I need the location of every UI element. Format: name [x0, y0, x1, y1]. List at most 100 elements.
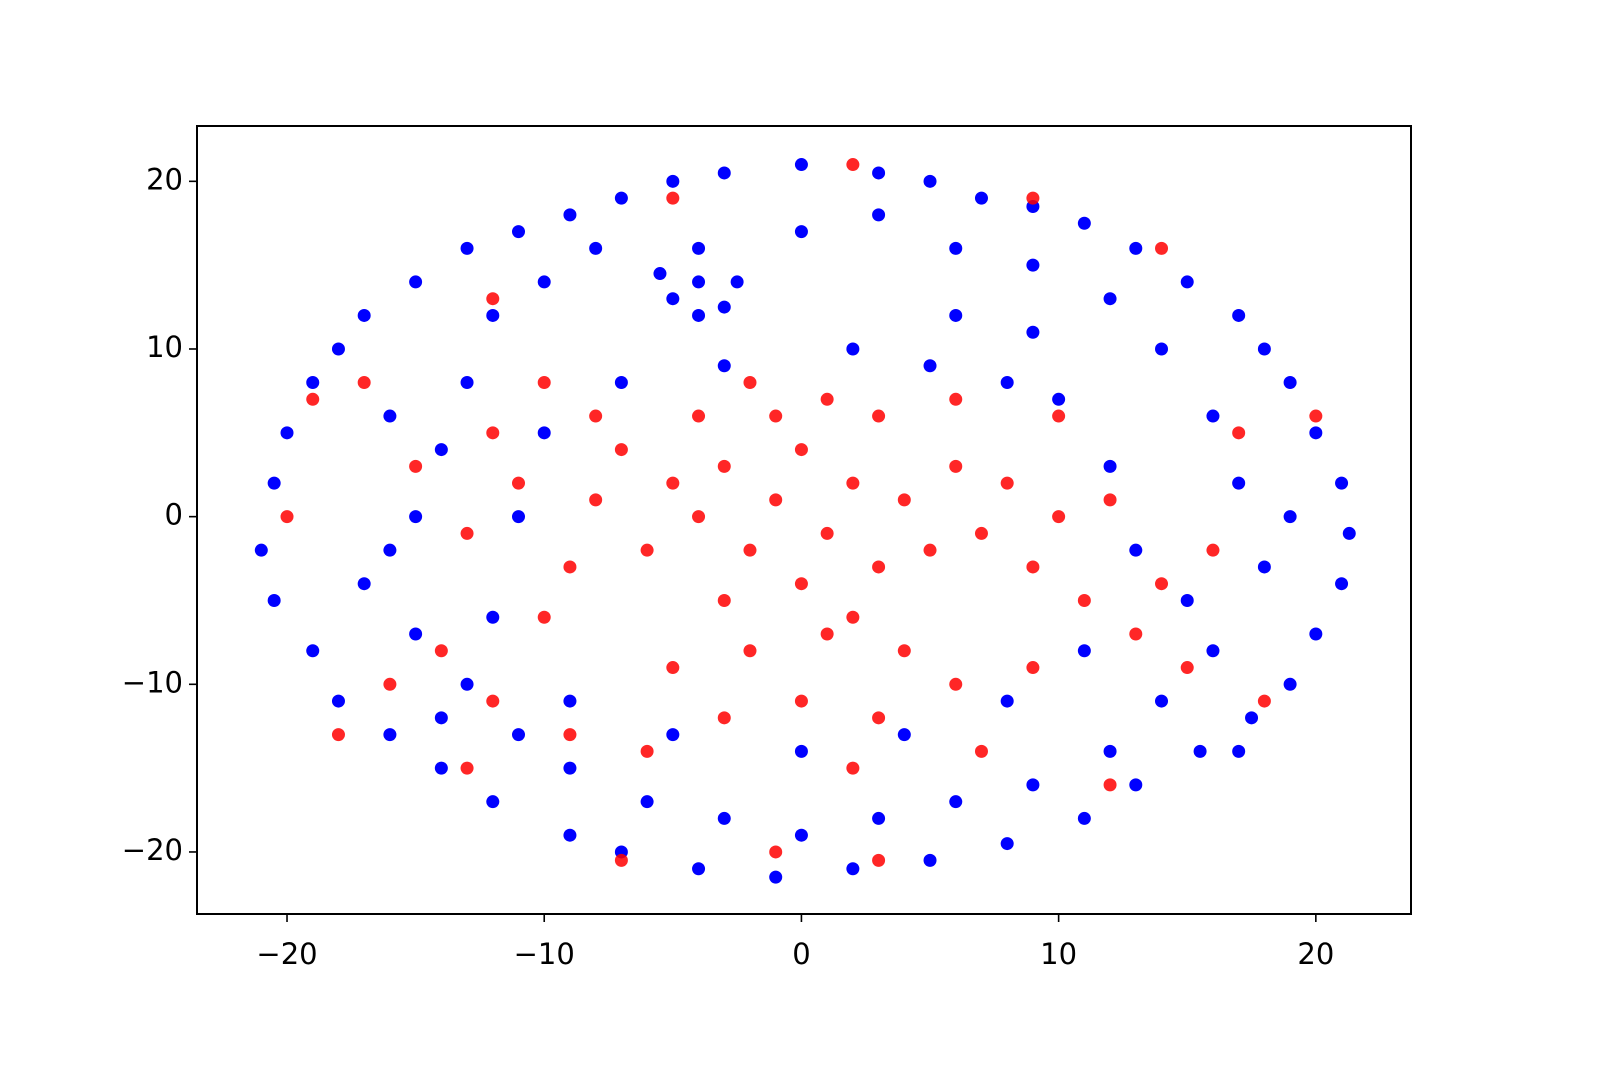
scatter-point — [486, 694, 500, 708]
scatter-point — [563, 828, 577, 842]
scatter-point — [1129, 627, 1143, 641]
scatter-point — [434, 644, 448, 658]
x-tick-label: −10 — [514, 937, 575, 971]
scatter-point — [1077, 593, 1091, 607]
scatter-point — [794, 828, 808, 842]
scatter-point — [1026, 191, 1040, 205]
scatter-point — [1155, 342, 1169, 356]
scatter-point — [1155, 577, 1169, 591]
scatter-point — [949, 308, 963, 322]
scatter-point — [666, 728, 680, 742]
scatter-point — [846, 158, 860, 172]
scatter-point — [897, 728, 911, 742]
scatter-point — [1129, 543, 1143, 557]
scatter-point — [717, 711, 731, 725]
scatter-point — [1180, 593, 1194, 607]
scatter-point — [872, 711, 886, 725]
scatter-point — [614, 443, 628, 457]
scatter-point — [383, 677, 397, 691]
scatter-point — [1077, 644, 1091, 658]
scatter-point — [1206, 409, 1220, 423]
scatter-point — [614, 191, 628, 205]
scatter-point — [1000, 694, 1014, 708]
scatter-point — [923, 543, 937, 557]
axes: −20 −10 0 10 20 −20 −10 0 10 20 — [122, 162, 1334, 971]
scatter-point — [512, 728, 526, 742]
scatter-point — [486, 610, 500, 624]
scatter-point — [331, 694, 345, 708]
y-tick-label: 20 — [146, 162, 183, 196]
scatter-point — [923, 359, 937, 373]
scatter-point — [1245, 711, 1259, 725]
scatter-point — [1000, 837, 1014, 851]
scatter-point — [872, 853, 886, 867]
scatter-point — [1283, 510, 1297, 524]
scatter-point — [717, 359, 731, 373]
scatter-point — [923, 174, 937, 188]
y-tick-label: −10 — [122, 665, 183, 699]
scatter-point — [434, 443, 448, 457]
scatter-point — [357, 577, 371, 591]
scatter-point — [769, 409, 783, 423]
scatter-point — [692, 409, 706, 423]
scatter-point — [1206, 644, 1220, 658]
scatter-point — [717, 300, 731, 314]
scatter-point — [692, 275, 706, 289]
scatter-point — [872, 208, 886, 222]
scatter-point — [1309, 627, 1323, 641]
scatter-point — [872, 560, 886, 574]
scatter-point — [267, 476, 281, 490]
y-tick-label: −20 — [122, 833, 183, 867]
scatter-point — [794, 577, 808, 591]
scatter-point — [743, 644, 757, 658]
scatter-point — [614, 376, 628, 390]
scatter-point — [1257, 560, 1271, 574]
scatter-point — [409, 510, 423, 524]
scatter-point — [280, 426, 294, 440]
scatter-point — [1257, 342, 1271, 356]
scatter-point — [589, 493, 603, 507]
scatter-point — [1309, 426, 1323, 440]
scatter-point — [306, 392, 320, 406]
scatter-point — [1155, 241, 1169, 255]
scatter-point — [589, 241, 603, 255]
scatter-point — [1103, 292, 1117, 306]
plot-points — [254, 158, 1356, 884]
y-tick-label: 0 — [165, 498, 183, 532]
scatter-point — [1077, 811, 1091, 825]
scatter-point — [846, 476, 860, 490]
scatter-point — [717, 593, 731, 607]
scatter-point — [730, 275, 744, 289]
scatter-point — [460, 677, 474, 691]
scatter-point — [1232, 744, 1246, 758]
scatter-point — [331, 342, 345, 356]
scatter-point — [794, 443, 808, 457]
scatter-point — [1193, 744, 1207, 758]
scatter-point — [794, 225, 808, 239]
scatter-point — [794, 158, 808, 172]
scatter-point — [1257, 694, 1271, 708]
scatter-point — [537, 275, 551, 289]
scatter-point — [563, 728, 577, 742]
scatter-point — [1103, 744, 1117, 758]
scatter-point — [692, 510, 706, 524]
scatter-point — [537, 610, 551, 624]
scatter-point — [872, 811, 886, 825]
scatter-point — [512, 510, 526, 524]
scatter-point — [692, 862, 706, 876]
scatter-point — [1026, 258, 1040, 272]
scatter-point — [1309, 409, 1323, 423]
scatter-point — [743, 543, 757, 557]
scatter-point — [512, 225, 526, 239]
scatter-point — [717, 459, 731, 473]
scatter-point — [717, 166, 731, 180]
scatter-point — [872, 409, 886, 423]
scatter-point — [666, 292, 680, 306]
scatter-point — [486, 292, 500, 306]
scatter-point — [589, 409, 603, 423]
scatter-point — [846, 761, 860, 775]
scatter-point — [949, 459, 963, 473]
scatter-point — [563, 761, 577, 775]
scatter-point — [383, 409, 397, 423]
